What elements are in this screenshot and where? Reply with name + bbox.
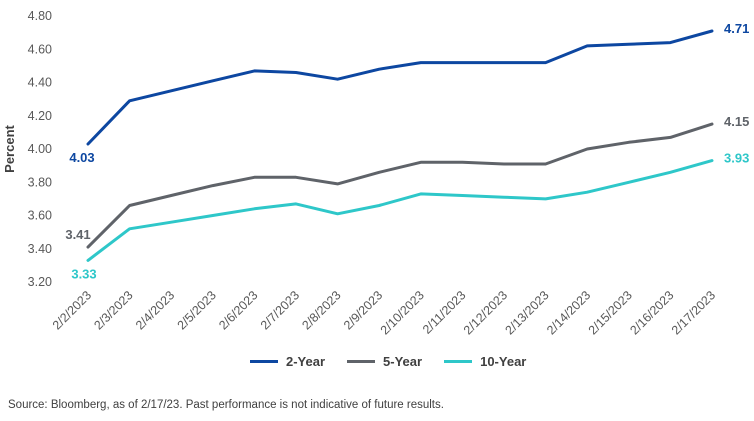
legend-item-2-year: 2-Year	[250, 354, 325, 369]
y-axis-label: Percent	[2, 124, 17, 172]
y-tick-label: 4.20	[28, 109, 52, 123]
series-line-5-year	[86, 122, 714, 249]
x-tick-label: 2/13/2023	[503, 288, 552, 337]
x-tick-label: 2/11/2023	[420, 288, 469, 337]
series-line-2-year	[86, 29, 714, 146]
x-tick-label: 2/2/2023	[50, 288, 94, 332]
x-tick-label: 2/8/2023	[299, 288, 343, 332]
y-tick-label: 4.40	[28, 76, 52, 90]
legend-label-2-year: 2-Year	[286, 354, 326, 369]
data-label-start: 4.03	[69, 150, 94, 165]
series-line-10-year	[86, 159, 714, 262]
x-tick-label: 2/3/2023	[91, 288, 135, 332]
x-tick-label: 2/16/2023	[627, 288, 676, 337]
x-tick-label: 2/7/2023	[258, 288, 302, 332]
legend-swatch-10-year	[444, 360, 473, 363]
legend-item-10-year: 10-Year	[444, 354, 526, 369]
data-label-end: 4.15	[724, 114, 749, 129]
line-chart: Percent 3.20 3.40 3.60 3.80 4.00 4.20 4.40 4.60 4…	[2, 9, 749, 337]
legend-item-5-year: 5-Year	[347, 354, 422, 369]
y-tick-label: 4.00	[28, 142, 52, 156]
y-tick-label: 3.80	[28, 175, 52, 189]
legend-swatch-5-year	[347, 360, 376, 363]
x-tick-label: 2/5/2023	[175, 288, 219, 332]
y-tick-label: 3.60	[28, 209, 52, 223]
x-tick-label: 2/12/2023	[461, 288, 510, 337]
y-tick-label: 4.60	[28, 42, 52, 56]
legend-swatch-2-year	[250, 360, 278, 363]
source-note: Source: Bloomberg, as of 2/17/23. Past p…	[8, 399, 444, 411]
data-label-end: 3.93	[724, 151, 749, 166]
data-label-start: 3.41	[65, 227, 90, 242]
data-label-end: 4.71	[724, 21, 749, 36]
legend: 2-Year 5-Year 10-Year	[250, 354, 526, 369]
x-tick-label: 2/15/2023	[586, 288, 635, 337]
y-tick-label: 3.20	[28, 275, 52, 289]
x-tick-label: 2/4/2023	[133, 288, 177, 332]
x-tick-label: 2/14/2023	[544, 288, 593, 337]
y-tick-label: 4.80	[28, 9, 52, 23]
x-tick-label: 2/6/2023	[216, 288, 260, 332]
y-tick-label: 3.40	[28, 242, 52, 256]
legend-label-10-year: 10-Year	[480, 354, 527, 369]
legend-label-5-year: 5-Year	[383, 354, 423, 369]
x-tick-label: 2/17/2023	[669, 288, 718, 337]
x-tick-label: 2/10/2023	[378, 288, 427, 337]
data-label-start: 3.33	[71, 266, 96, 281]
